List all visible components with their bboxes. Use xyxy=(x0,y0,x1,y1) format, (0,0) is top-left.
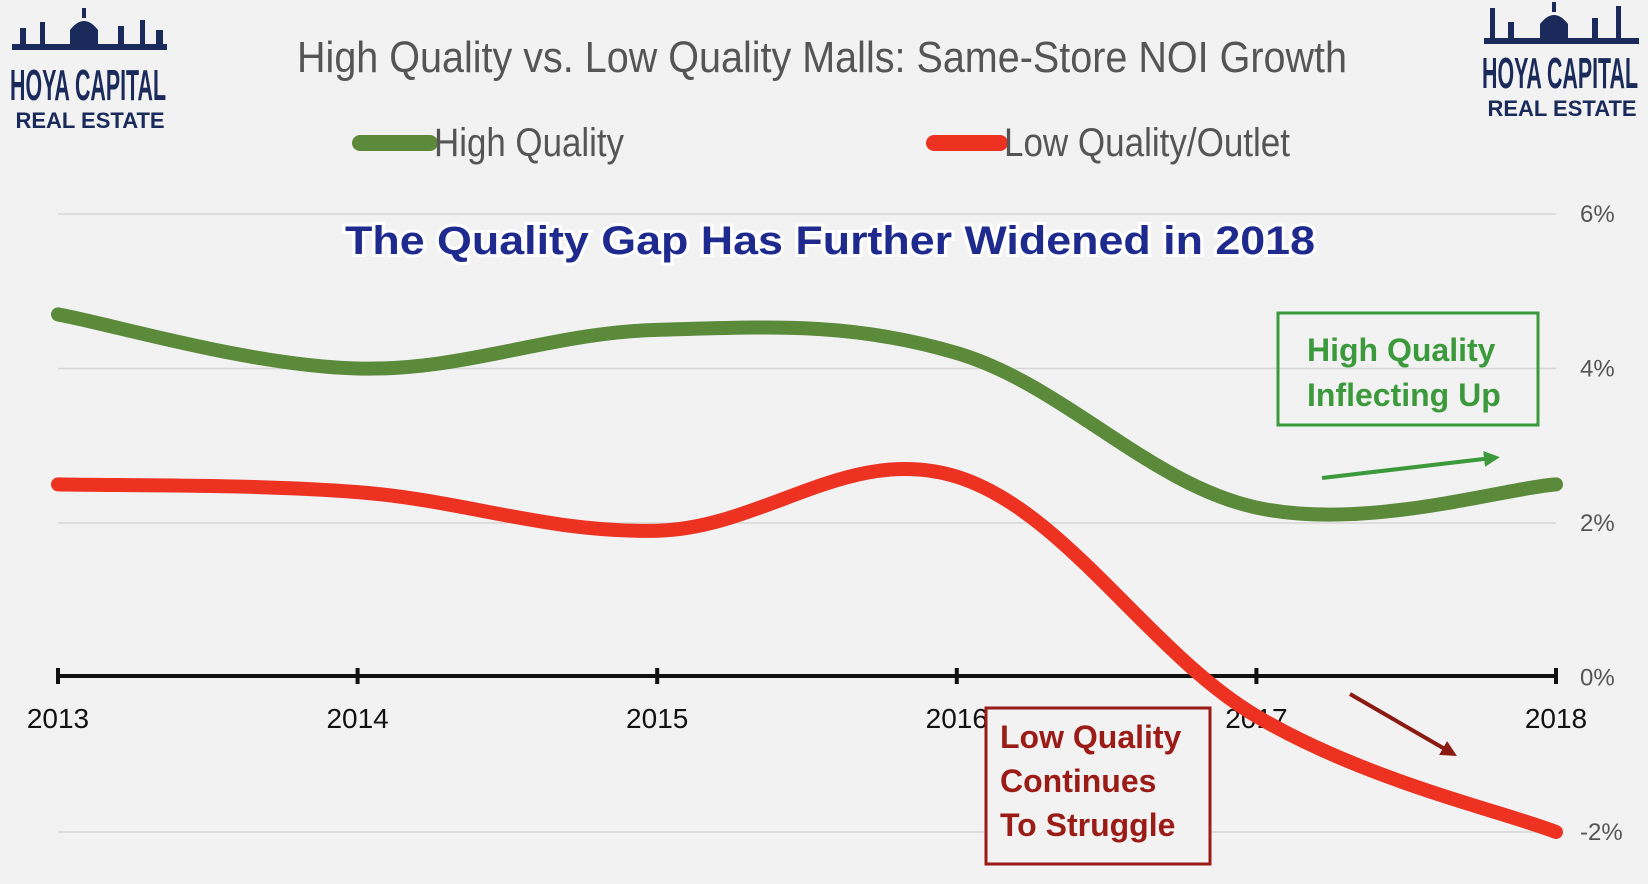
logo-right-line1: HOYA CAPITAL xyxy=(1482,49,1638,98)
logo-right-line2: REAL ESTATE xyxy=(1487,96,1636,121)
y-axis: -2% 0% 2% 4% 6% xyxy=(1580,201,1623,846)
gridlines xyxy=(58,213,1556,833)
annotation-box-high-quality xyxy=(1276,311,1540,427)
y-tick-label: 0% xyxy=(1580,665,1615,692)
logo-right: HOYA CAPITAL REAL ESTATE xyxy=(1482,2,1639,121)
skyline-icon xyxy=(1484,2,1639,44)
y-tick-label: -2% xyxy=(1580,819,1623,846)
logo-left-line2: REAL ESTATE xyxy=(15,108,164,133)
arrow-down-icon xyxy=(1348,692,1457,757)
annotation-low-quality: Low Quality Continues To Struggle xyxy=(984,692,1457,866)
y-tick-label: 6% xyxy=(1580,201,1615,228)
logo-left: HOYA CAPITAL REAL ESTATE xyxy=(10,8,167,133)
annotation-box-low-quality xyxy=(984,706,1212,866)
legend-label-high-quality: High Quality xyxy=(434,121,624,165)
annotation-text-high-quality-1: High Quality xyxy=(1307,332,1496,368)
annotation-text-low-quality-3: To Struggle xyxy=(1000,807,1175,843)
legend-label-low-quality: Low Quality/Outlet xyxy=(1004,121,1290,165)
annotation-high-quality: High Quality Inflecting Up xyxy=(1276,311,1540,480)
chart-subtitle: The Quality Gap Has Further Widened in 2… xyxy=(345,219,1315,263)
x-tick-label: 2016 xyxy=(926,703,988,734)
y-tick-label: 2% xyxy=(1580,510,1615,537)
series-line-high-quality xyxy=(51,307,1563,522)
logo-left-line1: HOYA CAPITAL xyxy=(10,61,166,110)
skyline-icon xyxy=(12,8,167,50)
x-tick-label: 2018 xyxy=(1525,703,1587,734)
x-tick-label: 2014 xyxy=(326,703,388,734)
annotation-text-low-quality-2: Continues xyxy=(1000,763,1156,799)
arrow-up-icon xyxy=(1321,450,1500,480)
y-tick-label: 4% xyxy=(1580,356,1615,383)
annotation-text-high-quality-2: Inflecting Up xyxy=(1307,377,1501,413)
x-tick-label: 2015 xyxy=(626,703,688,734)
x-tick-label: 2013 xyxy=(27,703,89,734)
annotation-text-low-quality-1: Low Quality xyxy=(1000,719,1182,755)
series-line-low-quality xyxy=(51,461,1563,839)
x-axis: 2013 2014 2015 2016 2017 2018 xyxy=(27,668,1587,734)
legend: High Quality Low Quality/Outlet xyxy=(352,121,1290,165)
chart-title: High Quality vs. Low Quality Malls: Same… xyxy=(297,33,1347,82)
